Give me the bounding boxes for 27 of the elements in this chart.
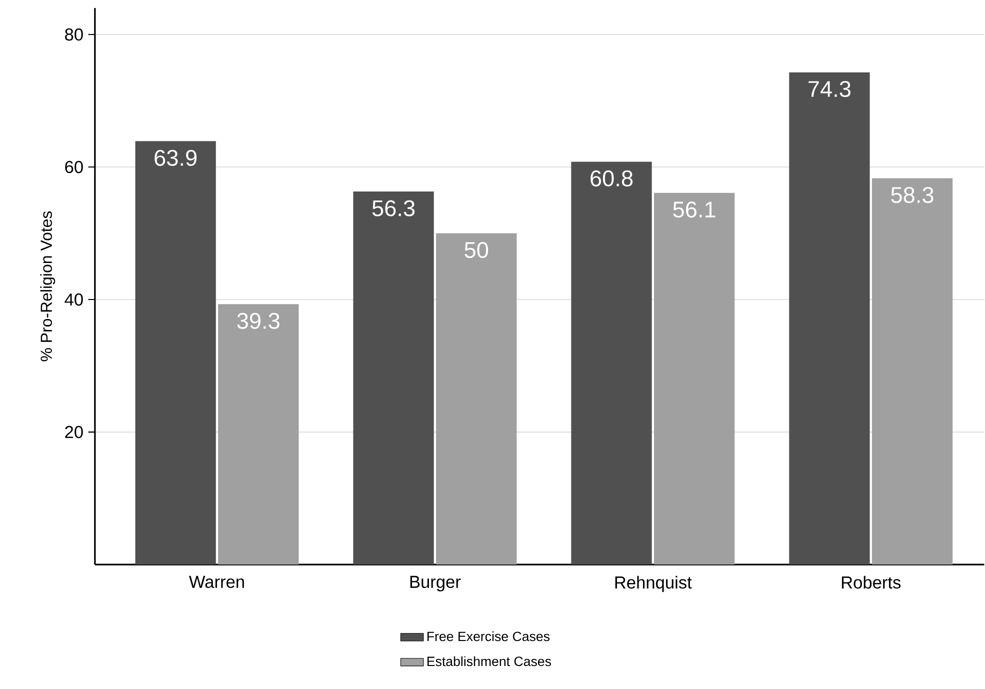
bar: [218, 304, 299, 564]
bar: [872, 178, 953, 564]
y-tick-label: 40: [64, 293, 83, 306]
x-tick-label: Burger: [410, 576, 461, 592]
bar: [654, 192, 735, 564]
y-tick-label: 60: [65, 160, 83, 173]
y-tick-label: 20: [65, 426, 83, 438]
bar: [571, 161, 652, 564]
y-tick-label: 80: [65, 28, 83, 40]
data-label: 39.3: [237, 312, 280, 329]
bar: [789, 72, 870, 564]
x-tick-label: Rehnquist: [615, 576, 692, 592]
x-tick-label: Roberts: [842, 576, 901, 588]
bar: [353, 191, 434, 564]
data-label: 74.3: [808, 80, 850, 97]
y-axis-title: % Pro-Religion Votes: [40, 211, 56, 362]
data-label: 60.8: [590, 170, 633, 186]
legend-label: Establishment Cases: [427, 656, 552, 666]
data-label: 56.1: [673, 201, 716, 218]
data-label: 58.3: [891, 186, 934, 203]
data-label: 63.9: [154, 150, 197, 166]
legend-label: Free Exercise Cases: [427, 631, 550, 641]
data-label: 56.3: [372, 200, 415, 216]
data-label: 50: [464, 242, 488, 258]
bar: [436, 233, 517, 564]
bar: [135, 140, 216, 564]
x-tick-label: Warren: [189, 576, 244, 588]
